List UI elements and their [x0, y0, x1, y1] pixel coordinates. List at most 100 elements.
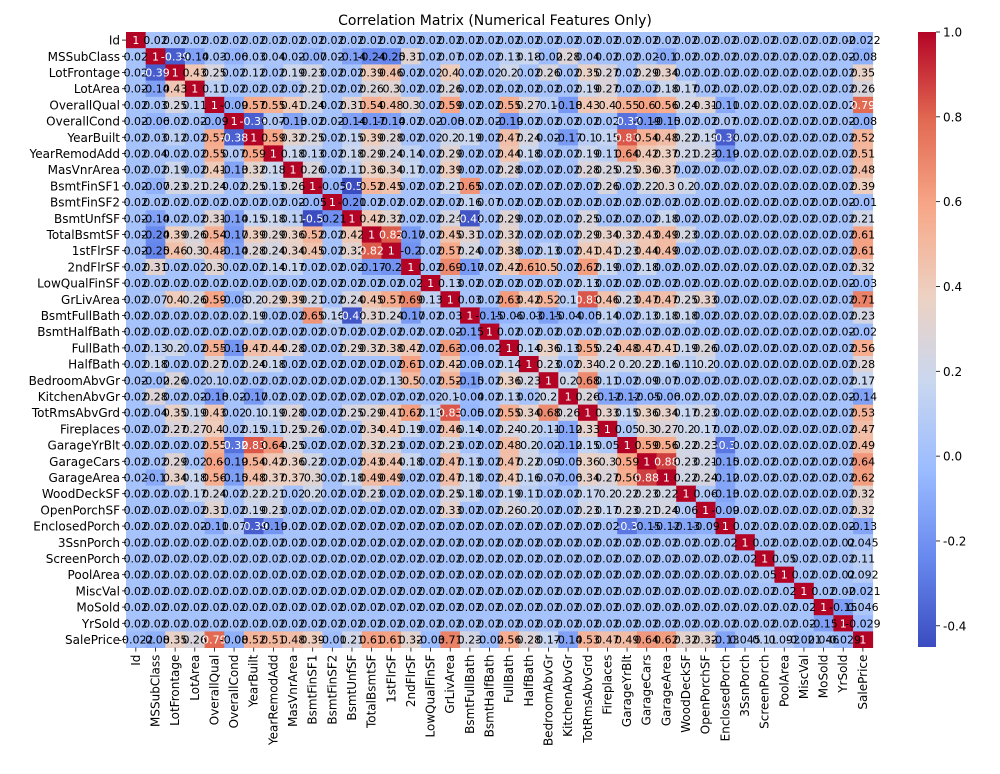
cell-value-label: 0.02 [772, 585, 797, 598]
x-tick-label: BedroomAbvGr [541, 655, 555, 747]
heatmap-cell [342, 129, 363, 146]
heatmap-cell [460, 48, 481, 65]
cell-value-label: 0.82 [359, 245, 384, 258]
cell-value-label: 1 [447, 293, 454, 306]
y-tick-label: MiscVal [75, 584, 120, 598]
cell-value-label: 1 [643, 455, 650, 468]
heatmap-cell [833, 177, 854, 195]
heatmap-cell [401, 48, 422, 65]
heatmap-cell [715, 32, 736, 49]
heatmap-cell [184, 161, 205, 179]
y-axis-tick-labels: Id MSSubClass LotFrontage LotArea OverallQua… [29, 34, 126, 647]
cell-value-label: 1 [191, 83, 198, 96]
y-tick-label: ScreenPorch [46, 552, 120, 566]
heatmap-cell [577, 48, 598, 65]
cell-value-label: 1 [211, 99, 218, 112]
cell-value-label: -0.029 [825, 634, 860, 647]
heatmap-cell [636, 113, 657, 130]
heatmap-cell [361, 113, 382, 130]
heatmap-cell [361, 161, 382, 179]
cell-value-label: -0.029 [845, 617, 880, 630]
heatmap-cell [735, 80, 756, 98]
heatmap-cell [420, 48, 441, 65]
cell-value-label: 0.02 [477, 342, 502, 355]
heatmap-cell [794, 177, 815, 195]
cell-value-label: 0.05 [615, 423, 640, 436]
heatmap-cell [283, 129, 304, 146]
heatmap-cell [460, 177, 481, 195]
heatmap-cell [499, 145, 520, 162]
heatmap-cell [695, 129, 716, 146]
heatmap-cell [322, 113, 343, 130]
heatmap-cell [597, 48, 618, 65]
heatmap-cell [126, 194, 147, 211]
heatmap-cell [754, 129, 775, 146]
heatmap-cell [243, 113, 264, 130]
heatmap-cell [243, 64, 264, 81]
cell-value-label: 0.13 [143, 342, 168, 355]
heatmap-cell [361, 145, 382, 162]
heatmap-cell [617, 161, 638, 179]
heatmap-cell [774, 113, 795, 130]
x-tick-label: MoSold [817, 655, 831, 699]
heatmap-cell [577, 145, 598, 162]
heatmap-cell [224, 32, 245, 49]
x-tick-label: BsmtFinSF2 [325, 655, 339, 725]
heatmap-cell [754, 145, 775, 162]
cell-value-label: 0.4 [441, 67, 459, 80]
cell-value-label: 0.1 [245, 407, 263, 420]
cell-value-label: 0.22 [634, 180, 659, 193]
heatmap-cell [538, 113, 559, 130]
heatmap-cell [420, 96, 441, 114]
heatmap-cell [224, 64, 245, 81]
heatmap-cell [243, 177, 264, 195]
heatmap-cell [695, 145, 716, 162]
colorbar-tick-label: 0.0 [943, 450, 962, 464]
heatmap-cell [126, 129, 147, 146]
cell-value-label: 0.64 [851, 455, 876, 468]
cell-value-label: 0.3 [638, 423, 656, 436]
heatmap-cell [754, 177, 775, 195]
heatmap-cell [460, 129, 481, 146]
heatmap-cell [656, 113, 677, 130]
heatmap-cell [204, 177, 225, 195]
cell-value-label: 0.02 [222, 407, 247, 420]
cell-value-label: 1 [565, 391, 572, 404]
cell-value-label: 0.48 [497, 439, 522, 452]
x-tick-label: GrLivArea [443, 655, 457, 714]
heatmap-cell [676, 145, 697, 162]
heatmap-cell [813, 113, 834, 130]
heatmap-cell [204, 129, 225, 146]
y-tick-label: YearRemodAdd [29, 147, 120, 161]
heatmap-cell [577, 113, 598, 130]
cell-value-label: 0.52 [536, 293, 561, 306]
heatmap-cell [499, 48, 520, 65]
heatmap-cell [224, 129, 245, 146]
heatmap-cell [617, 48, 638, 65]
heatmap-cell [302, 80, 323, 98]
heatmap-cell [499, 161, 520, 179]
heatmap-cell [283, 177, 304, 195]
heatmap-cell [184, 145, 205, 162]
colorbar-tick-label: 0.6 [943, 195, 962, 209]
heatmap-cell [538, 64, 559, 81]
heatmap-cell [538, 80, 559, 98]
heatmap-cell [597, 161, 618, 179]
heatmap-cell [460, 32, 481, 49]
heatmap-cell [322, 48, 343, 65]
heatmap-cell [735, 129, 756, 146]
cell-value-label: 0.2 [599, 488, 617, 501]
heatmap-cell [636, 145, 657, 162]
cell-value-label: 1 [466, 310, 473, 323]
cell-value-label: 1 [309, 180, 316, 193]
heatmap-cell [656, 80, 677, 98]
cell-value-label: 0.2 [697, 358, 715, 371]
colorbar-tick-label: -0.2 [943, 534, 966, 548]
cell-value-label: -0.2 [381, 261, 402, 274]
heatmap-cell [420, 145, 441, 162]
heatmap-cell [597, 64, 618, 81]
heatmap-cell [754, 64, 775, 81]
y-tick-label: SalePrice [65, 633, 120, 647]
heatmap-cell [735, 32, 756, 49]
heatmap-cell [361, 48, 382, 65]
